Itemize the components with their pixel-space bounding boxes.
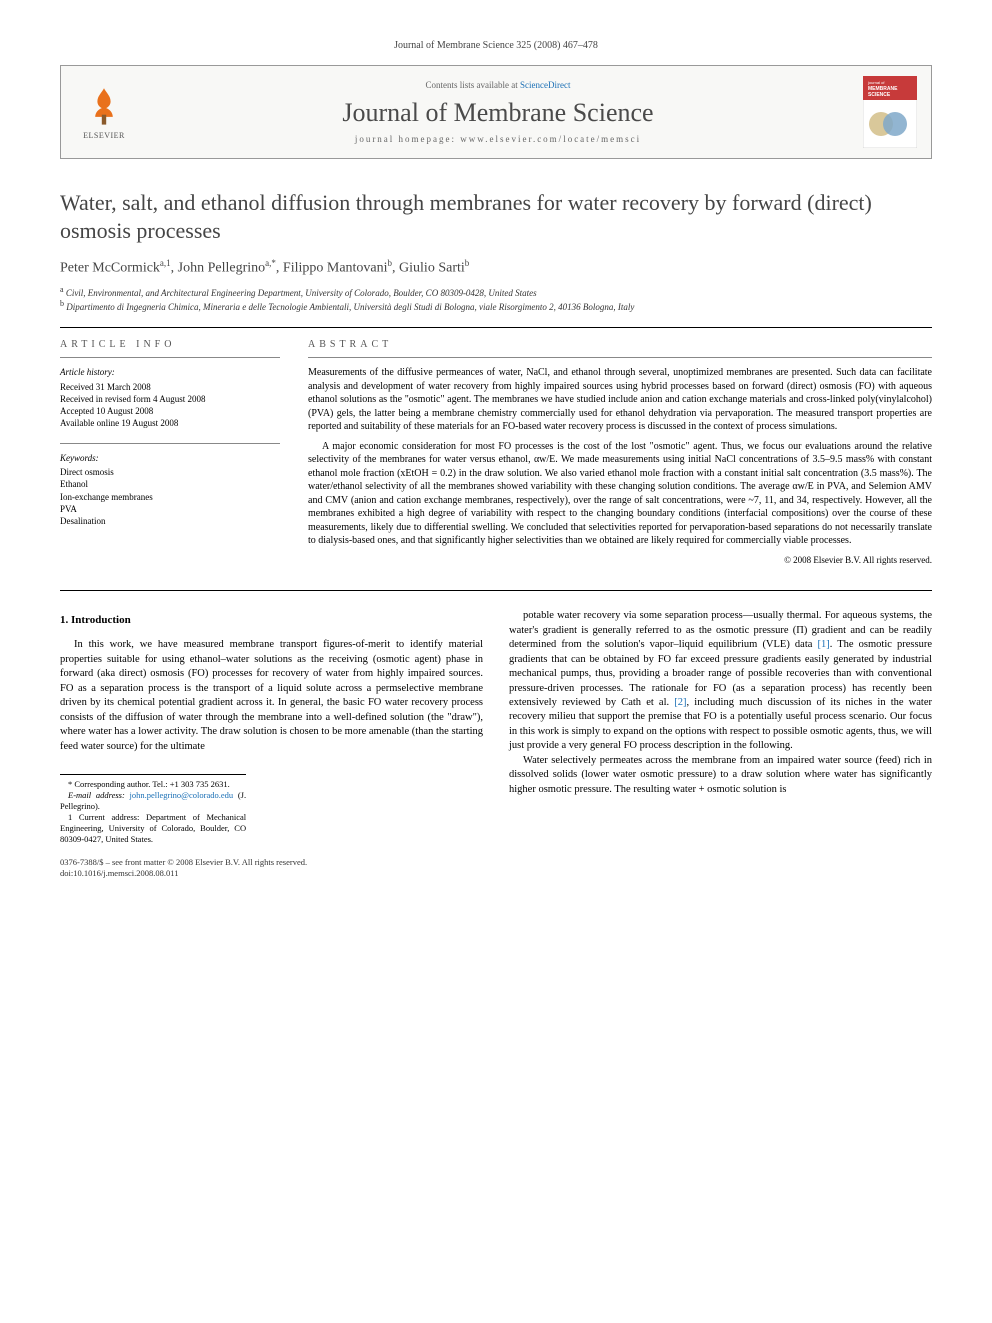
section-heading-introduction: 1. Introduction [60, 613, 483, 628]
article-title: Water, salt, and ethanol diffusion throu… [60, 189, 932, 244]
history-line: Available online 19 August 2008 [60, 417, 280, 429]
article-info-label: ARTICLE INFO [60, 338, 280, 352]
abstract-paragraph: A major economic consideration for most … [308, 440, 932, 548]
contents-available-line: Contents lists available at ScienceDirec… [147, 80, 849, 90]
keyword-item: Ion-exchange membranes [60, 491, 280, 503]
corresponding-author-note: * Corresponding author. Tel.: +1 303 735… [60, 779, 246, 790]
journal-title: Journal of Membrane Science [147, 98, 849, 128]
journal-homepage: journal homepage: www.elsevier.com/locat… [147, 134, 849, 144]
journal-cover-thumbnail: journal of MEMBRANE SCIENCE [863, 76, 917, 148]
abstract-label: ABSTRACT [308, 338, 932, 352]
masthead-center: Contents lists available at ScienceDirec… [147, 80, 849, 144]
divider [60, 443, 280, 444]
running-head-citation: Journal of Membrane Science 325 (2008) 4… [60, 40, 932, 51]
elsevier-logo: ELSEVIER [75, 80, 133, 144]
keyword-item: PVA [60, 503, 280, 515]
affiliations: a Civil, Environmental, and Architectura… [60, 285, 932, 313]
article-info-column: ARTICLE INFO Article history: Received 3… [60, 338, 280, 566]
citation-link[interactable]: [2] [674, 697, 686, 708]
publisher-name: ELSEVIER [83, 131, 125, 140]
author-list: Peter McCormicka,1, John Pellegrinoa,*, … [60, 258, 932, 277]
history-line: Received 31 March 2008 [60, 381, 280, 393]
body-paragraph: In this work, we have measured membrane … [60, 638, 483, 754]
doi: doi:10.1016/j.memsci.2008.08.011 [60, 868, 307, 879]
body-text: 1. Introduction In this work, we have me… [60, 609, 932, 845]
footnotes-block: * Corresponding author. Tel.: +1 303 735… [60, 774, 246, 845]
affiliation-line: a Civil, Environmental, and Architectura… [60, 285, 932, 299]
body-paragraph: Water selectively permeates across the m… [509, 754, 932, 797]
copyright-line: © 2008 Elsevier B.V. All rights reserved… [308, 554, 932, 566]
keyword-item: Desalination [60, 515, 280, 527]
abstract-paragraph: Measurements of the diffusive permeances… [308, 366, 932, 434]
page-footer: 0376-7388/$ – see front matter © 2008 El… [60, 857, 932, 879]
svg-text:journal of: journal of [867, 80, 885, 85]
sciencedirect-link[interactable]: ScienceDirect [520, 80, 570, 90]
keyword-item: Direct osmosis [60, 466, 280, 478]
divider [308, 357, 932, 358]
contents-prefix: Contents lists available at [426, 80, 520, 90]
divider [60, 327, 932, 328]
history-line: Accepted 10 August 2008 [60, 405, 280, 417]
email-label: E-mail address: [68, 790, 129, 800]
keyword-item: Ethanol [60, 478, 280, 490]
elsevier-tree-icon [82, 85, 126, 129]
divider [60, 357, 280, 358]
svg-text:SCIENCE: SCIENCE [868, 92, 891, 98]
body-paragraph: potable water recovery via some separati… [509, 609, 932, 754]
divider [60, 590, 932, 591]
footer-left: 0376-7388/$ – see front matter © 2008 El… [60, 857, 307, 879]
abstract-column: ABSTRACT Measurements of the diffusive p… [308, 338, 932, 566]
masthead: ELSEVIER Contents lists available at Sci… [60, 65, 932, 159]
history-heading: Article history: [60, 366, 280, 378]
keywords-heading: Keywords: [60, 452, 280, 464]
issn-copyright: 0376-7388/$ – see front matter © 2008 El… [60, 857, 307, 868]
affiliation-line: b Dipartimento di Ingegneria Chimica, Mi… [60, 299, 932, 313]
author-current-address-note: 1 Current address: Department of Mechani… [60, 812, 246, 845]
citation-link[interactable]: [1] [818, 639, 830, 650]
email-line: E-mail address: john.pellegrino@colorado… [60, 790, 246, 812]
history-line: Received in revised form 4 August 2008 [60, 393, 280, 405]
author-email-link[interactable]: john.pellegrino@colorado.edu [129, 790, 233, 800]
